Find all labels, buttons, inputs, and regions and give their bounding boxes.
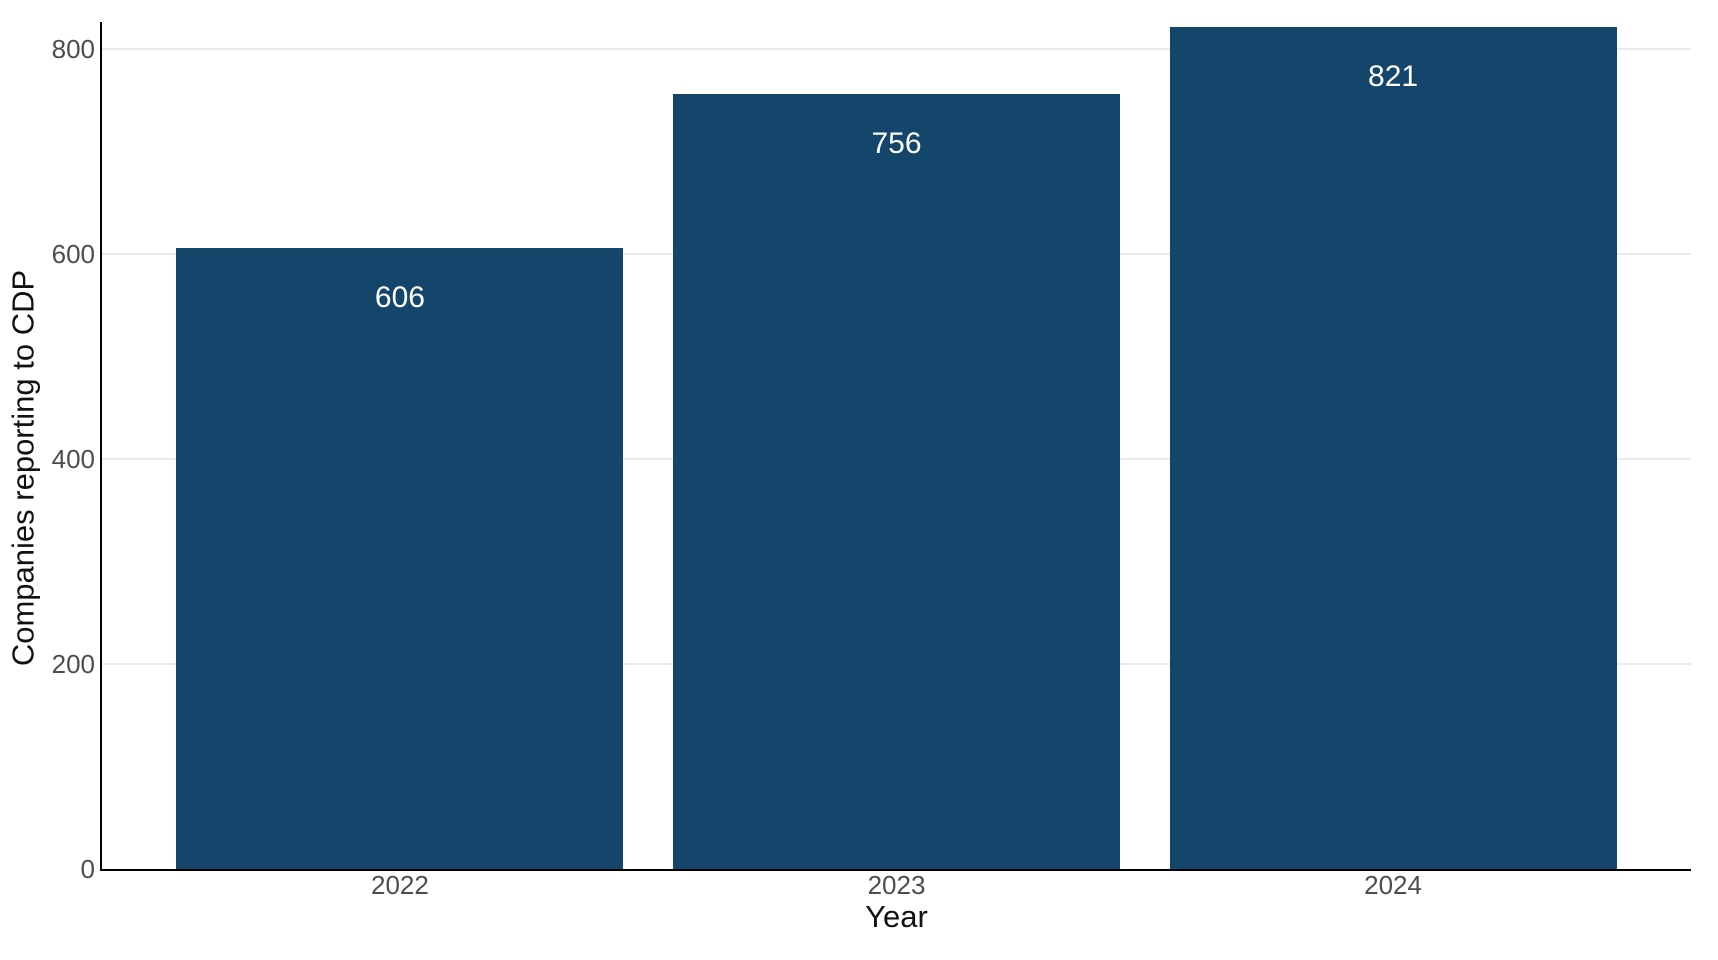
y-tick-label: 600 xyxy=(51,239,95,269)
bar-2022 xyxy=(176,247,624,869)
x-tick-label: 2024 xyxy=(1364,870,1422,900)
x-tick-label: 2023 xyxy=(867,870,926,900)
x-tick-label: 2022 xyxy=(371,870,429,900)
bar-value-label: 756 xyxy=(871,127,922,161)
y-tick-label: 0 xyxy=(80,854,95,884)
y-axis-title: Companies reporting to CDP xyxy=(5,269,41,667)
x-axis-line xyxy=(100,869,1691,871)
x-axis-title: Year xyxy=(865,899,928,934)
gridline-y-800 xyxy=(102,48,1691,50)
y-tick-label: 400 xyxy=(51,444,95,474)
bar-2023 xyxy=(673,94,1120,869)
bar-value-label: 821 xyxy=(1368,60,1419,94)
bar-2024 xyxy=(1169,27,1617,869)
y-axis-line xyxy=(100,22,102,871)
y-tick-label: 800 xyxy=(51,34,95,64)
y-tick-label: 200 xyxy=(51,649,95,679)
bar-value-label: 606 xyxy=(374,280,425,314)
